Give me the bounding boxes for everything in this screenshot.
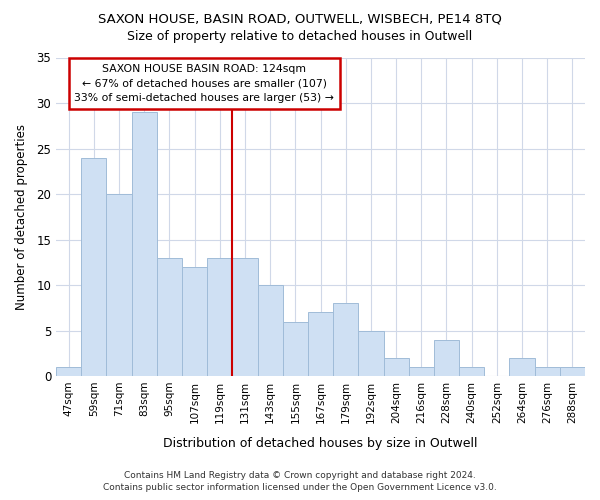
- Bar: [207, 258, 232, 376]
- Bar: [535, 367, 560, 376]
- Bar: [560, 367, 585, 376]
- Bar: [383, 358, 409, 376]
- Bar: [257, 285, 283, 376]
- Bar: [509, 358, 535, 376]
- Bar: [106, 194, 131, 376]
- Bar: [283, 322, 308, 376]
- Bar: [409, 367, 434, 376]
- Bar: [232, 258, 257, 376]
- Bar: [358, 330, 383, 376]
- Text: Contains HM Land Registry data © Crown copyright and database right 2024.
Contai: Contains HM Land Registry data © Crown c…: [103, 471, 497, 492]
- Text: Size of property relative to detached houses in Outwell: Size of property relative to detached ho…: [127, 30, 473, 43]
- Bar: [333, 304, 358, 376]
- Bar: [308, 312, 333, 376]
- Bar: [157, 258, 182, 376]
- Bar: [459, 367, 484, 376]
- Bar: [434, 340, 459, 376]
- Bar: [56, 367, 81, 376]
- Text: SAXON HOUSE BASIN ROAD: 124sqm
← 67% of detached houses are smaller (107)
33% of: SAXON HOUSE BASIN ROAD: 124sqm ← 67% of …: [74, 64, 334, 104]
- Bar: [182, 267, 207, 376]
- Bar: [131, 112, 157, 376]
- Text: SAXON HOUSE, BASIN ROAD, OUTWELL, WISBECH, PE14 8TQ: SAXON HOUSE, BASIN ROAD, OUTWELL, WISBEC…: [98, 12, 502, 26]
- X-axis label: Distribution of detached houses by size in Outwell: Distribution of detached houses by size …: [163, 437, 478, 450]
- Bar: [81, 158, 106, 376]
- Y-axis label: Number of detached properties: Number of detached properties: [15, 124, 28, 310]
